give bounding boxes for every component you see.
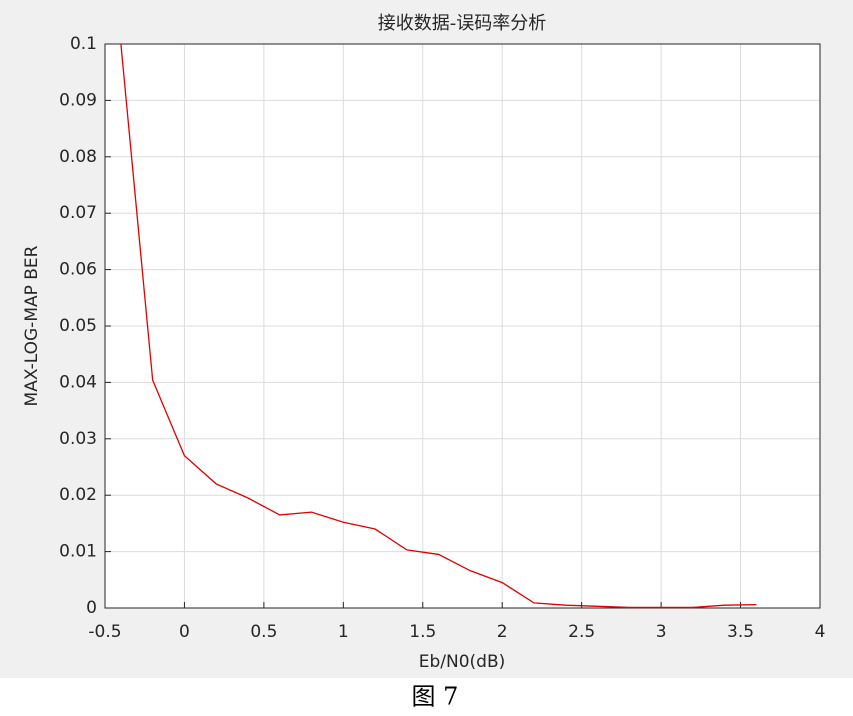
- x-tick-label: 1: [338, 622, 349, 642]
- y-tick-label: 0.02: [59, 485, 97, 505]
- y-tick-label: 0.09: [59, 90, 97, 110]
- y-tick-label: 0.06: [59, 260, 97, 280]
- y-tick-label: 0.08: [59, 147, 97, 167]
- y-tick-label: 0.04: [59, 372, 97, 392]
- caption: 图 7: [412, 683, 459, 711]
- x-tick-label: 3: [656, 622, 667, 642]
- y-tick-label: 0.07: [59, 203, 97, 223]
- y-tick-label: 0.1: [70, 34, 97, 54]
- x-axis-label: Eb/N0(dB): [419, 652, 506, 672]
- y-tick-label: 0.05: [59, 316, 97, 336]
- y-axis-label: MAX-LOG-MAP BER: [22, 245, 42, 406]
- y-tick-label: 0.01: [59, 542, 97, 562]
- x-tick-label: 4: [815, 622, 826, 642]
- x-tick-label: 2: [497, 622, 508, 642]
- y-tick-label: 0: [86, 598, 97, 618]
- chart-title: 接收数据-误码率分析: [378, 13, 547, 34]
- x-tick-label: 2.5: [568, 622, 595, 642]
- y-tick-label: 0.03: [59, 429, 97, 449]
- x-tick-label: 3.5: [727, 622, 754, 642]
- x-tick-label: 1.5: [409, 622, 436, 642]
- x-tick-label: 0.5: [250, 622, 277, 642]
- data-line: [120, 43, 757, 609]
- axes-box: [104, 43, 821, 609]
- x-tick-label: 0: [179, 622, 190, 642]
- x-tick-label: -0.5: [88, 622, 121, 642]
